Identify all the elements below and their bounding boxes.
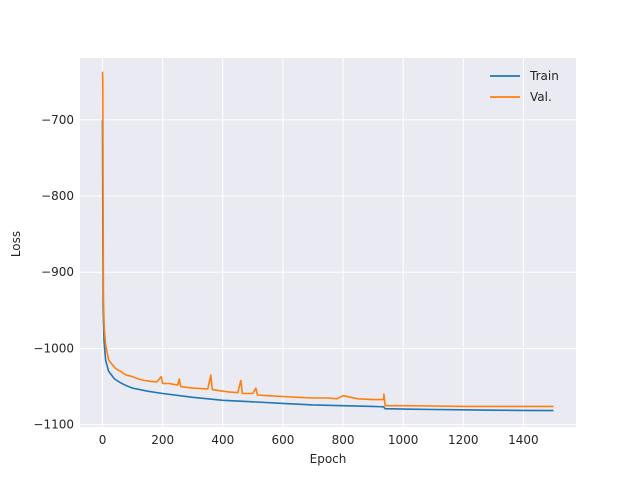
y-tick-label: −1100 [33, 418, 74, 432]
y-axis-label: Loss [9, 231, 23, 257]
y-tick-label: −1000 [33, 341, 74, 355]
legend: Train Val. [490, 69, 559, 104]
tick-labels: 0 200 400 600 800 1000 1200 1400 −1100 −1000 −900 −… [33, 113, 538, 447]
x-axis-label: Epoch [310, 452, 347, 466]
x-tick-label: 1000 [388, 433, 419, 447]
series-line-val [101, 71, 554, 408]
series-lines [101, 71, 554, 412]
x-tick-label: 800 [332, 433, 355, 447]
x-tick-label: 0 [99, 433, 107, 447]
series-line-train [101, 119, 554, 412]
y-tick-label: −800 [41, 189, 74, 203]
plot-area-background [80, 58, 576, 427]
x-tick-label: 200 [151, 433, 174, 447]
legend-label-train: Train [529, 69, 559, 83]
x-tick-label: 600 [271, 433, 294, 447]
y-tick-label: −900 [41, 265, 74, 279]
legend-label-val: Val. [530, 90, 552, 104]
y-tick-label: −700 [41, 113, 74, 127]
x-tick-label: 1400 [508, 433, 539, 447]
grid-lines [80, 58, 576, 427]
x-tick-label: 400 [211, 433, 234, 447]
x-tick-label: 1200 [448, 433, 479, 447]
